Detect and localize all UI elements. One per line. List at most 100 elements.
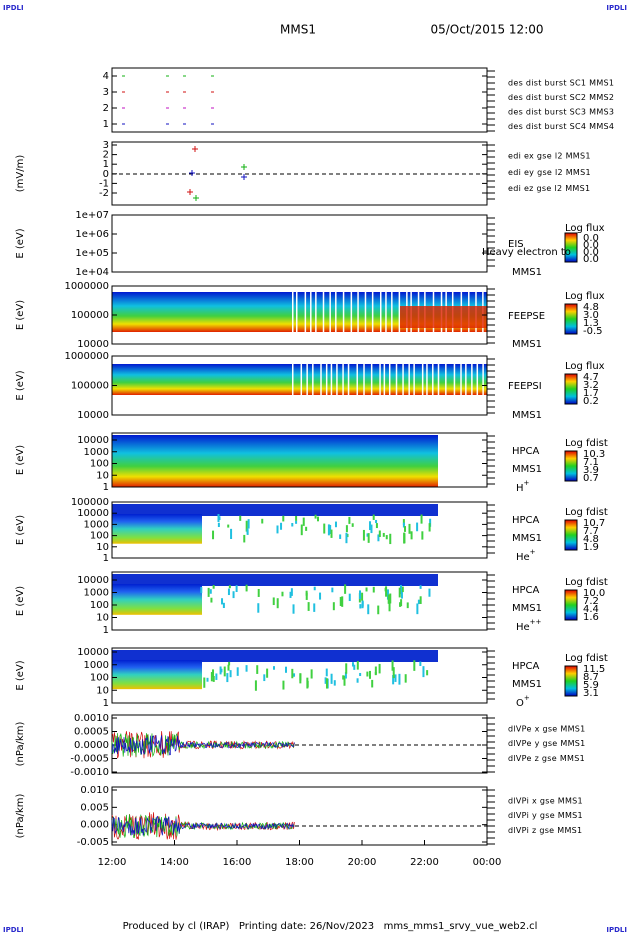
y-tick-label: 4	[103, 71, 109, 82]
species-sup: +	[524, 479, 530, 487]
speckle	[421, 531, 424, 540]
y-tick-label: 2	[103, 103, 109, 114]
speckle	[206, 677, 209, 682]
speckle	[404, 674, 407, 683]
colorbar-label: 8.7	[583, 672, 599, 683]
logo: IPDLI	[3, 926, 24, 934]
panel-frame	[111, 786, 488, 846]
data-gap	[292, 286, 294, 344]
data-gap	[385, 286, 387, 344]
colorbar-label: 10.0	[583, 588, 605, 599]
y-tick-label: 10000	[77, 339, 109, 350]
colorbar-label: 5.9	[583, 680, 599, 691]
speckle	[399, 584, 402, 595]
speckle	[356, 678, 359, 683]
speckle	[384, 587, 387, 592]
colorbar	[564, 519, 578, 551]
x-tick-label: 16:00	[223, 857, 252, 868]
speckle	[330, 529, 333, 538]
speckle	[276, 598, 279, 609]
y-axis-label: E (eV)	[15, 300, 26, 330]
colorbar-label: 1.7	[583, 388, 599, 399]
legend-entry: des dist burst SC4 MMS4	[508, 122, 614, 131]
colorbar-label: 0.0	[583, 254, 599, 265]
y-tick-label: 100	[90, 673, 109, 684]
speckle	[218, 516, 221, 521]
speckle	[203, 677, 206, 688]
data-gap	[336, 356, 338, 415]
speckle	[369, 670, 372, 679]
instrument: HPCA	[512, 446, 540, 457]
data-gap	[356, 356, 358, 415]
data-gap	[322, 286, 325, 344]
speckle	[362, 529, 365, 541]
speckle	[282, 515, 285, 522]
colorbar	[564, 232, 578, 263]
y-tick-label: 1	[103, 698, 109, 709]
speckle	[332, 602, 335, 611]
speckle	[254, 680, 257, 691]
panel-frame	[111, 67, 488, 133]
speckle	[282, 680, 285, 690]
speckle	[361, 601, 364, 607]
speckle	[329, 524, 332, 535]
speckle	[243, 534, 246, 543]
speckle	[263, 674, 266, 682]
speckle	[306, 680, 309, 688]
y-tick-label: 0.0010	[74, 713, 109, 724]
instrument: EIS	[508, 239, 524, 250]
speckle	[290, 588, 293, 596]
y-tick-label: -0.0010	[70, 767, 109, 778]
speckle	[305, 526, 308, 531]
y-tick-label: 1000	[84, 588, 109, 599]
colorbar-label: 0.0	[583, 233, 599, 244]
speckle	[351, 662, 354, 667]
y-tick-label: 2	[103, 150, 109, 161]
logo: IPDLI	[606, 4, 627, 12]
speckle	[359, 672, 362, 677]
data-gap	[413, 356, 415, 415]
speckle	[378, 663, 381, 674]
speckle	[212, 530, 215, 540]
speckle	[389, 533, 392, 545]
speckle	[317, 516, 320, 522]
species-sup: +	[524, 694, 530, 702]
y-tick-label: 1	[103, 482, 109, 493]
speckle	[400, 590, 403, 599]
colorbar-label: 0.0	[583, 247, 599, 258]
speckle	[222, 602, 225, 609]
speckle	[366, 533, 369, 537]
y-tick-label: 10000	[77, 647, 109, 658]
spacecraft: MMS1	[512, 410, 542, 421]
colorbar-title: Log flux	[565, 291, 605, 302]
spectrogram	[112, 364, 487, 395]
speckle	[313, 586, 316, 591]
speckle	[402, 519, 405, 526]
title: MMS1	[280, 23, 316, 37]
y-tick-label: 100	[90, 531, 109, 542]
spectrogram	[112, 660, 202, 690]
speckle	[382, 532, 385, 537]
speckle	[419, 585, 422, 589]
speckle	[313, 603, 316, 612]
colorbar-label: 7.2	[583, 596, 599, 607]
speckle	[345, 663, 348, 674]
data-gap	[347, 356, 350, 415]
spacecraft: MMS1	[512, 533, 542, 544]
speckle	[413, 660, 416, 671]
data-gap	[330, 356, 333, 415]
y-tick-label: -1	[99, 178, 109, 189]
speckle	[323, 523, 326, 534]
y-axis-label: E (eV)	[15, 370, 26, 400]
y-tick-label: 100000	[71, 497, 109, 508]
y-tick-label: 3	[103, 87, 109, 98]
speckle	[261, 518, 264, 524]
data-gap	[364, 286, 367, 344]
colorbar-label: -0.5	[583, 326, 603, 337]
colorbar	[564, 450, 578, 482]
panel-frame	[111, 214, 488, 273]
speckle	[215, 673, 218, 680]
speckle	[272, 666, 275, 670]
speckle	[281, 591, 284, 597]
colorbar-label: 0.0	[583, 240, 599, 251]
